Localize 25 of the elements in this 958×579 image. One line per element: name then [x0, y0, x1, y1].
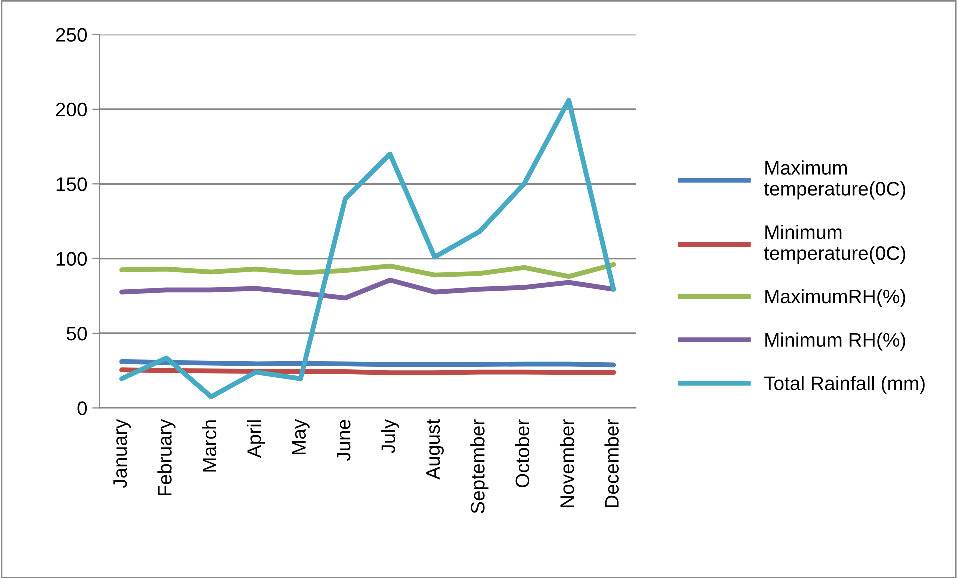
y-tick-label: 0 — [78, 402, 88, 416]
x-tick-label: April — [247, 420, 266, 458]
y-tick-label: 250 — [56, 28, 88, 42]
legend-label: Maximum temperature(0C) — [764, 160, 906, 200]
x-tick-label: September — [470, 420, 489, 514]
x-tick-label: June — [337, 420, 351, 462]
x-tick-label: October — [515, 420, 530, 488]
x-tick-label: January — [114, 419, 132, 488]
x-tick-label: March — [202, 420, 217, 472]
x-tick-label: May — [292, 419, 310, 454]
x-tick-label: November — [560, 420, 574, 508]
legend-label: Minimum temperature(0C) — [764, 225, 906, 264]
x-tick-label: December — [604, 420, 619, 508]
x-tick-label: August — [426, 419, 444, 480]
y-tick-label: 100 — [56, 252, 88, 266]
legend-label: Total Rainfall (mm) — [764, 376, 925, 394]
x-tick-label: February — [158, 419, 176, 496]
y-tick-label: 150 — [56, 178, 88, 192]
y-tick-label: 200 — [56, 102, 88, 117]
y-tick-label: 50 — [66, 326, 88, 341]
x-tick-label: July — [381, 419, 400, 454]
legend-label: Minimum RH(%) — [766, 332, 906, 351]
line-series — [120, 262, 616, 280]
legend-label: MaximumRH(%) — [766, 289, 906, 308]
line-series — [120, 98, 616, 400]
